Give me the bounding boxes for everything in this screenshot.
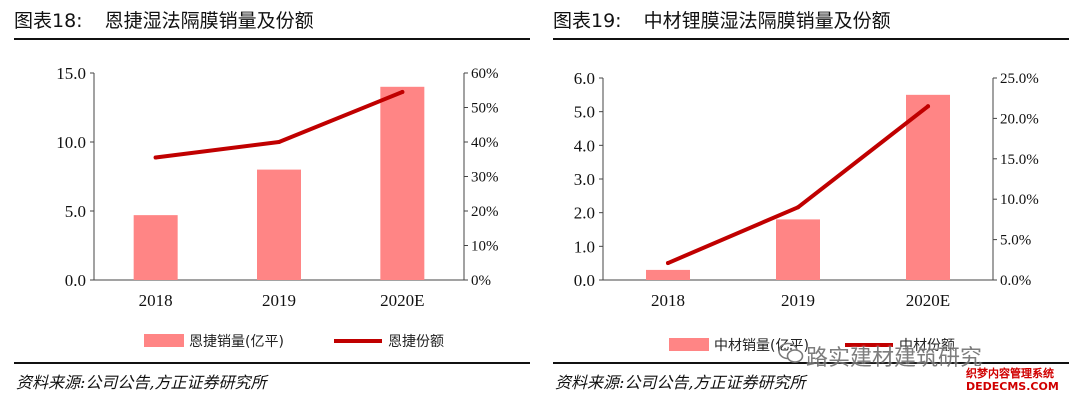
y-left-tick-label: 1.0 xyxy=(574,237,595,256)
bar-2019 xyxy=(776,219,820,280)
y-right-tick-label: 40% xyxy=(471,135,499,151)
x-tick-label: 2018 xyxy=(139,291,173,310)
y-left-tick-label: 0.0 xyxy=(574,271,595,290)
title-rule xyxy=(14,38,530,40)
legend-bar-label: 恩捷销量(亿平) xyxy=(189,334,284,350)
y-right-tick-label: 0% xyxy=(471,273,491,289)
legend-bar-swatch xyxy=(669,338,709,351)
y-right-tick-label: 50% xyxy=(471,101,499,117)
bar-2020E xyxy=(906,94,950,280)
share-point-2019 xyxy=(796,205,800,210)
y-right-tick-label: 10% xyxy=(471,239,499,255)
badge-line-2: DEDECMS.COM xyxy=(966,380,1059,393)
legend-line-label: 恩捷份额 xyxy=(388,334,444,350)
legend-line-label: 中材份额 xyxy=(899,338,955,354)
y-left-tick-label: 3.0 xyxy=(574,170,595,189)
chart-number: 图表18: xyxy=(14,10,83,32)
y-left-tick-label: 5.0 xyxy=(65,202,86,221)
x-tick-label: 2019 xyxy=(262,291,296,310)
y-left-tick-label: 10.0 xyxy=(56,133,86,152)
y-right-tick-label: 60% xyxy=(471,66,499,82)
bar-2018 xyxy=(133,215,178,280)
bar-2019 xyxy=(257,169,301,280)
y-right-tick-label: 10.0% xyxy=(1000,192,1039,208)
share-point-2020E xyxy=(400,89,405,94)
chart-title-text: 恩捷湿法隔膜销量及份额 xyxy=(104,10,314,32)
footer-rule xyxy=(14,362,530,364)
x-tick-label: 2020E xyxy=(906,291,950,310)
source-note: 资料来源:公司公告,方正证券研究所 xyxy=(555,373,806,392)
watermark: 路实建材建筑研究 织梦内容管理系统 DEDECMS.COM xyxy=(778,334,1078,402)
chart-title: 图表19: 中材锂膜湿法隔膜销量及份额 xyxy=(553,6,891,33)
chart-svg: 0.0 1.0 2.0 3.0 4.0 5.0 6.0 0.0% 5.0% 10.0% 15.0% 2… xyxy=(574,69,1039,354)
footer-rule xyxy=(553,362,1069,364)
y-left-tick-label: 4.0 xyxy=(574,136,595,155)
bar-2020E xyxy=(380,86,425,280)
y-right-tick-label: 30% xyxy=(471,170,499,186)
share-point-2020E xyxy=(926,104,930,109)
y-right-tick-label: 20.0% xyxy=(1000,111,1039,127)
source-note: 资料来源:公司公告,方正证券研究所 xyxy=(16,373,267,392)
share-point-2018 xyxy=(666,261,670,266)
y-left-tick-label: 6.0 xyxy=(574,69,595,88)
y-right-tick-label: 25.0% xyxy=(1000,71,1039,87)
chart-number: 图表19: xyxy=(553,10,622,32)
site-badge: 织梦内容管理系统 DEDECMS.COM xyxy=(964,366,1061,394)
y-right-tick-label: 0.0% xyxy=(1000,273,1031,289)
chart-svg: 0.0 5.0 10.0 15.0 0% 10% 20% 30% 40% 50% 60% 2018 20… xyxy=(56,64,499,350)
y-right-tick-label: 5.0% xyxy=(1000,233,1031,249)
legend-bar-swatch xyxy=(144,334,184,347)
y-left-tick-label: 0.0 xyxy=(65,271,86,290)
share-line xyxy=(153,89,405,160)
x-tick-label: 2019 xyxy=(781,291,815,310)
y-right-tick-label: 20% xyxy=(471,204,499,220)
share-point-2019 xyxy=(277,140,281,144)
y-left-tick-label: 15.0 xyxy=(56,64,86,83)
x-tick-label: 2020E xyxy=(380,291,424,310)
y-left-tick-label: 2.0 xyxy=(574,204,595,223)
watermark-text: 路实建材建筑研究 xyxy=(806,346,983,371)
chart-panel-left: 图表18: 恩捷湿法隔膜销量及份额 0.0 5.0 10.0 15.0 0% 10% 20% 3… xyxy=(14,0,534,402)
chart-title: 图表18: 恩捷湿法隔膜销量及份额 xyxy=(14,6,314,33)
y-right-tick-label: 15.0% xyxy=(1000,152,1039,168)
y-left-tick-label: 5.0 xyxy=(574,103,595,122)
share-point-2018 xyxy=(153,155,158,160)
wechat-icon xyxy=(778,342,804,363)
bar-2018 xyxy=(646,269,690,280)
title-rule xyxy=(553,38,1069,40)
badge-line-1: 织梦内容管理系统 xyxy=(966,367,1054,380)
chart-title-text: 中材锂膜湿法隔膜销量及份额 xyxy=(643,10,891,32)
chart-panel-right: 图表19: 中材锂膜湿法隔膜销量及份额 0.0 1.0 2.0 3.0 4.0 5.0 6.0… xyxy=(553,0,1073,402)
x-tick-label: 2018 xyxy=(651,291,685,310)
